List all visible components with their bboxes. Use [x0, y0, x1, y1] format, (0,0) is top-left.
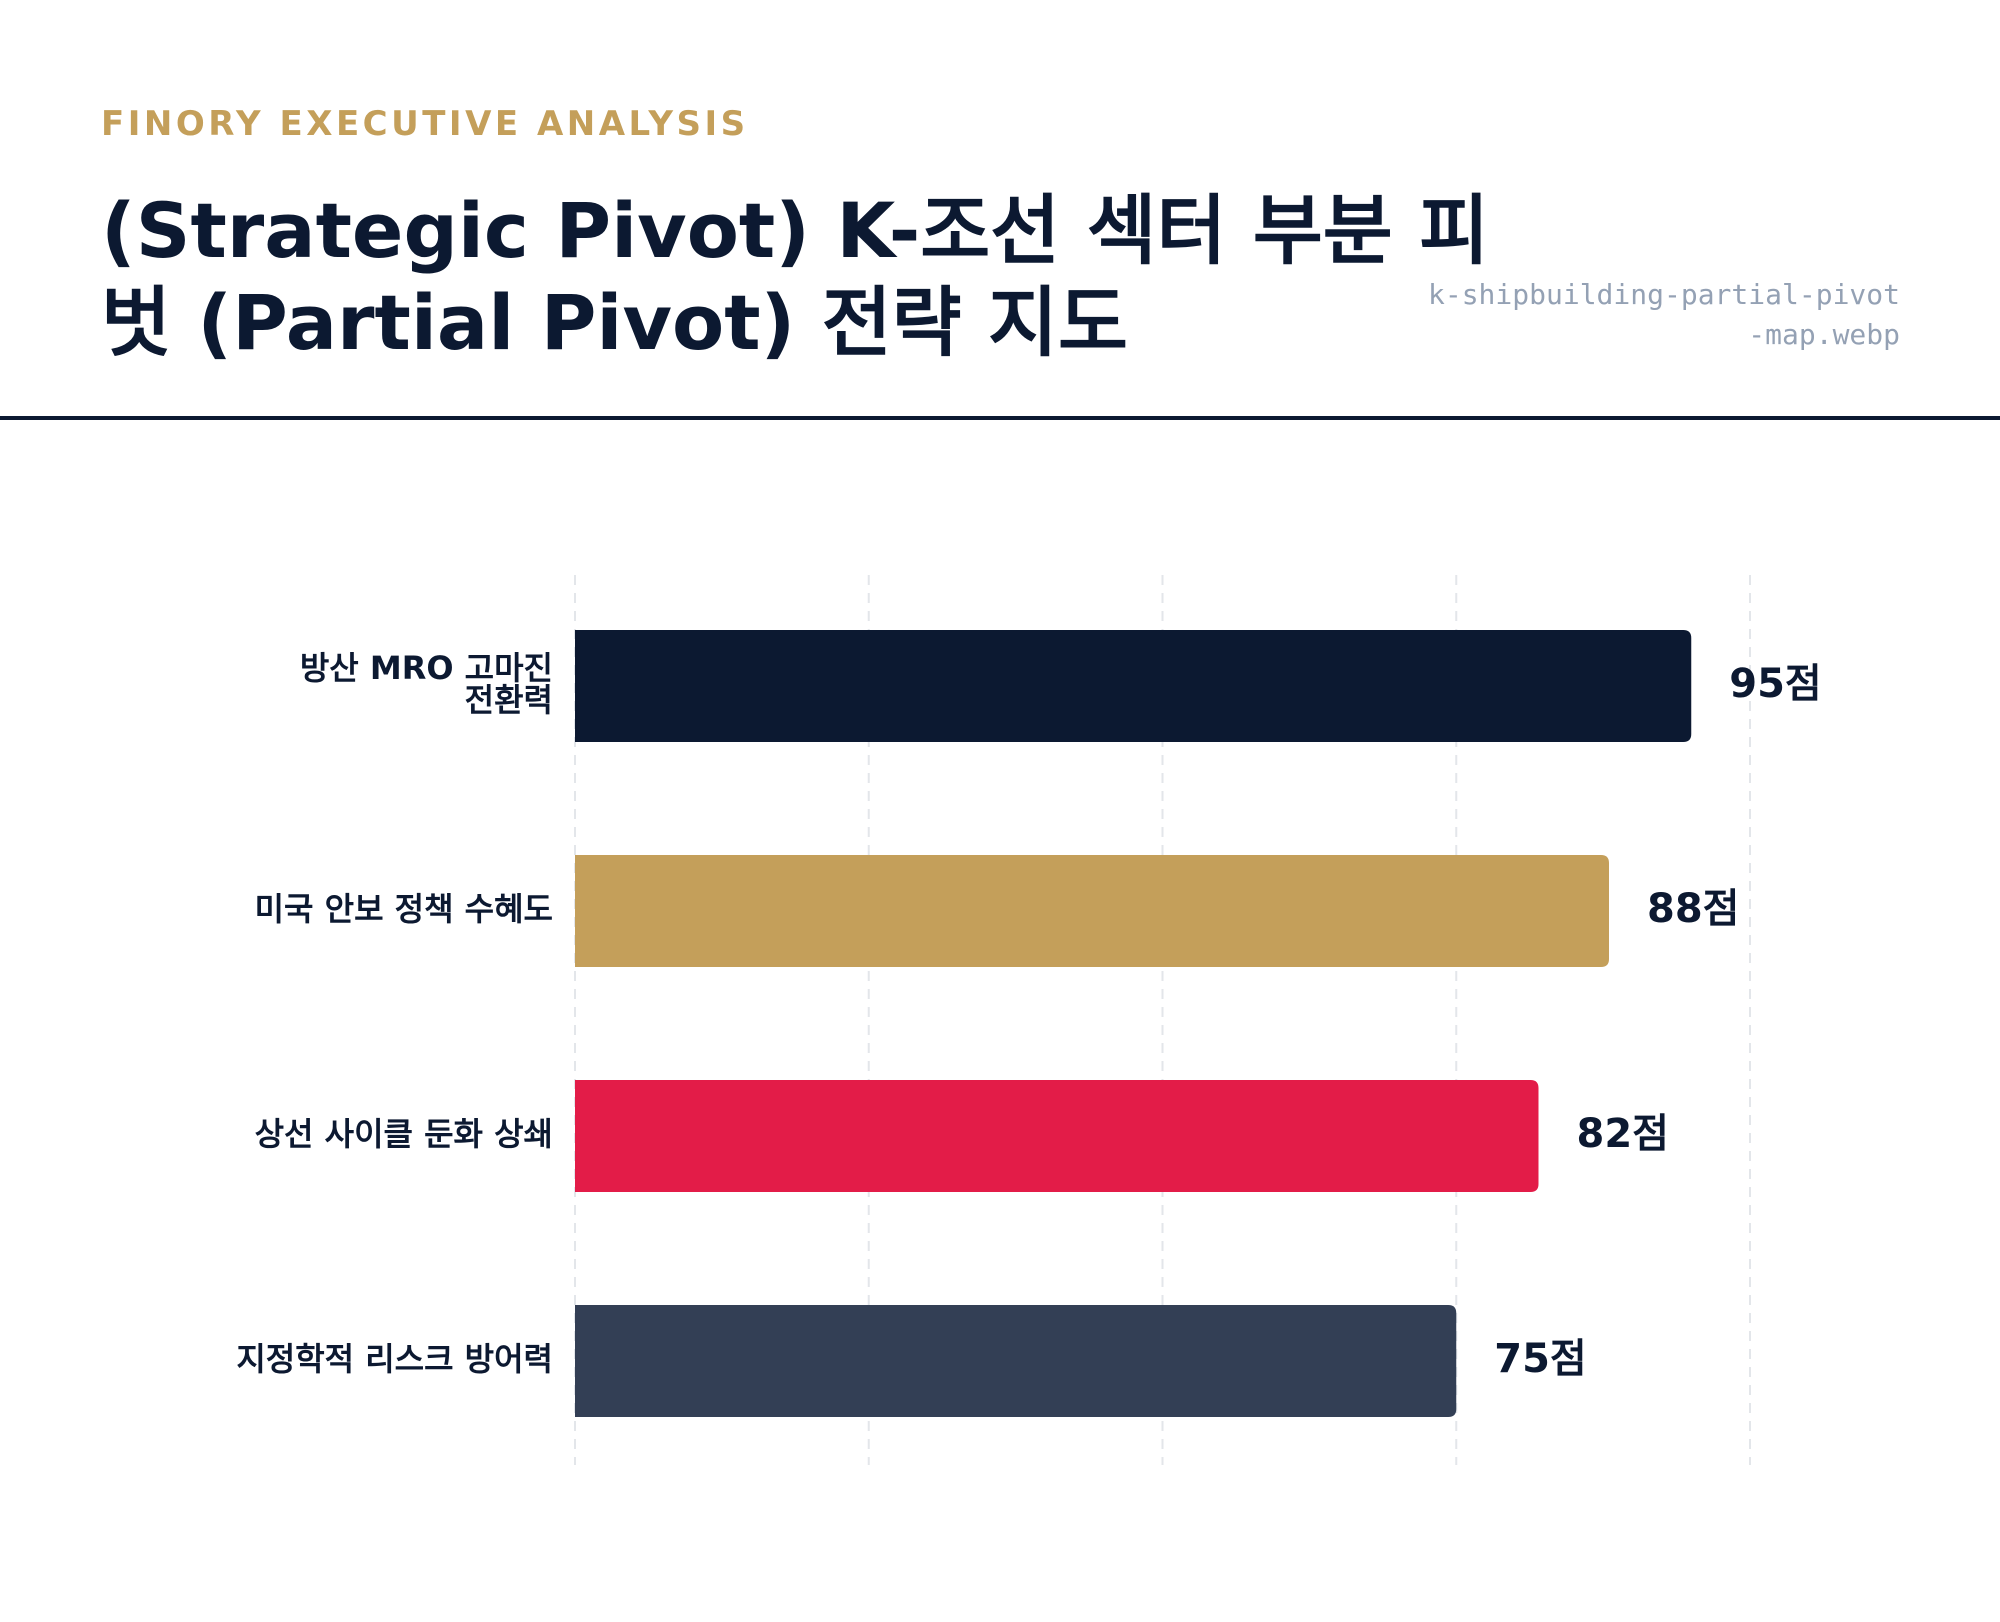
category-label-2-line-0: 상선 사이클 둔화 상쇄 [255, 1115, 553, 1153]
category-label-0: 방산 MRO 고마진 전환력 [300, 649, 553, 719]
bar-chart: 95점 방산 MRO 고마진 전환력 88점 미국 안보 정책 수혜도 82점 상선 사이클… [236, 575, 1822, 1465]
value-label-3: 75점 [1494, 1336, 1586, 1382]
bar-1 [575, 855, 1609, 967]
value-label-1: 88점 [1647, 886, 1739, 932]
category-label-3-line-0: 지정학적 리스크 방어력 [236, 1340, 553, 1378]
value-label-2: 82점 [1577, 1111, 1669, 1157]
category-label-1-line-0: 미국 안보 정책 수혜도 [255, 890, 553, 928]
bar-2 [575, 1080, 1539, 1192]
eyebrow-label: FINORY EXECUTIVE ANALYSIS [101, 104, 749, 144]
category-label-1: 미국 안보 정책 수혜도 [255, 890, 553, 928]
header-divider [0, 416, 2000, 420]
category-label-0-line-0: 방산 MRO 고마진 [300, 649, 553, 687]
filename-label: k-shipbuilding-partial-pivot-map.webp [1427, 278, 1900, 351]
bar-layer [575, 630, 1692, 1417]
category-label-3: 지정학적 리스크 방어력 [236, 1340, 553, 1378]
category-label-0-line-1: 전환력 [465, 681, 553, 719]
bar-0 [575, 630, 1692, 742]
chart-header: FINORY EXECUTIVE ANALYSIS (Strategic Piv… [0, 0, 2000, 420]
label-layer: 95점 방산 MRO 고마진 전환력 88점 미국 안보 정책 수혜도 82점 상선 사이클… [236, 649, 1821, 1382]
bar-3 [575, 1305, 1457, 1417]
category-label-2: 상선 사이클 둔화 상쇄 [255, 1115, 553, 1153]
value-label-0: 95점 [1729, 661, 1821, 707]
page-title: (Strategic Pivot) K-조선 섹터 부분 피벗 (Partial… [101, 186, 1490, 367]
